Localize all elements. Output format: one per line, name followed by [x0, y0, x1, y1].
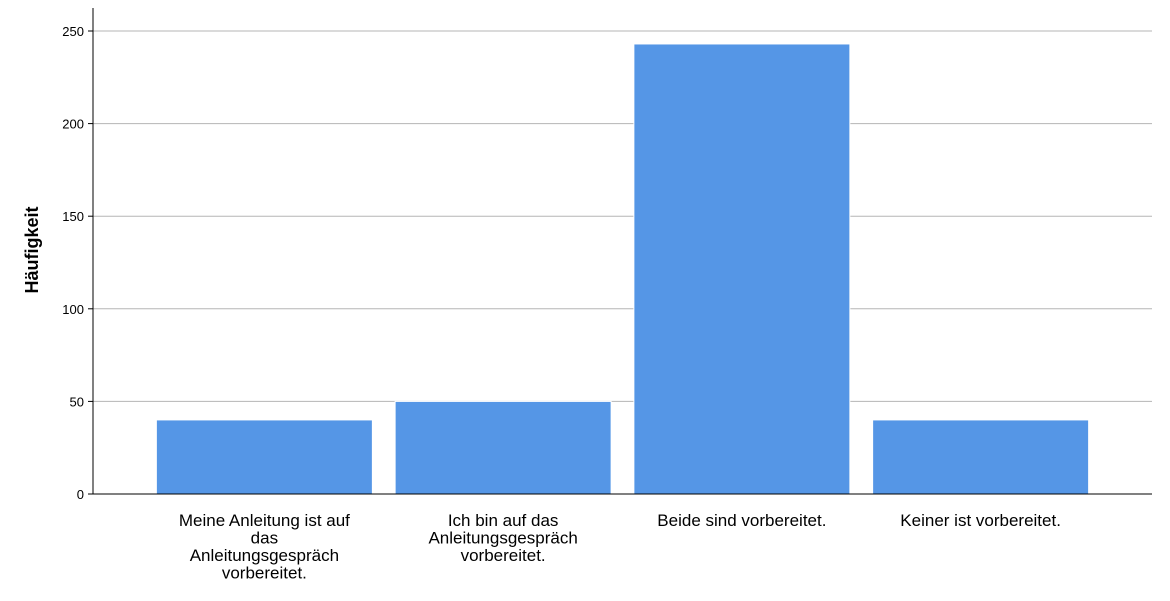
x-category-label-0-line-1: das [251, 529, 278, 548]
y-tick-label-100: 100 [62, 302, 84, 317]
y-tick-label-150: 150 [62, 209, 84, 224]
x-category-label-2-line-0: Beide sind vorbereitet. [657, 511, 826, 530]
x-category-label-0-line-2: Anleitungsgespräch [190, 546, 339, 565]
x-category-label-0-line-3: vorbereitet. [222, 564, 307, 583]
labels: 0 50 100 150 200 250 Meine Anleitung ist aufda… [22, 24, 1061, 583]
gridlines [93, 30, 1152, 402]
x-category-label-1-line-1: Anleitungsgespräch [428, 529, 577, 548]
y-tick-label-200: 200 [62, 117, 84, 132]
x-category-label-3-line-0: Keiner ist vorbereitet. [900, 511, 1061, 530]
axes [88, 8, 1152, 495]
bar-2 [633, 43, 851, 495]
x-category-label-1-line-2: vorbereitet. [461, 546, 546, 565]
bar-3 [872, 419, 1090, 495]
x-category-label-1-line-0: Ich bin auf das [448, 511, 559, 530]
bars [155, 43, 1090, 495]
y-tick-label-0: 0 [77, 487, 84, 502]
y-axis-label: Häufigkeit [22, 206, 42, 293]
y-tick-label-250: 250 [62, 24, 84, 39]
bar-1 [394, 400, 612, 495]
x-category-label-0-line-0: Meine Anleitung ist auf [179, 511, 350, 530]
y-tick-label-50: 50 [70, 394, 84, 409]
bar-0 [155, 419, 373, 495]
